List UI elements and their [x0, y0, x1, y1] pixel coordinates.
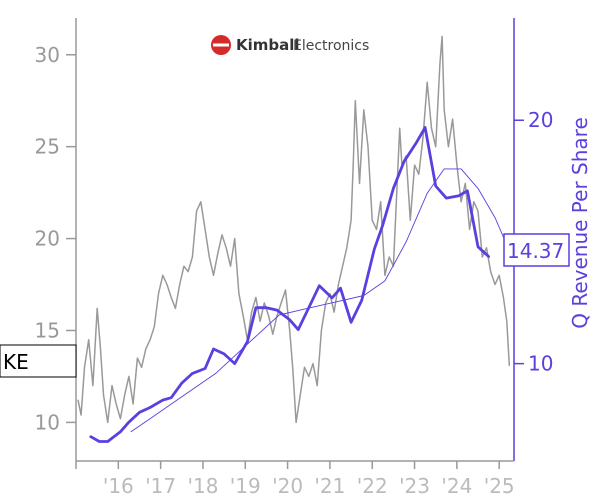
logo-name-bold: Kimball [236, 36, 300, 54]
last-value-label: 14.37 [507, 239, 564, 263]
last-value-badge: 14.37 [503, 233, 570, 267]
left-tick-label: 15 [35, 318, 60, 342]
x-tick-label: '24 [441, 474, 472, 498]
x-tick-label: '22 [357, 474, 388, 498]
revenue-per-share-line [89, 126, 490, 443]
x-tick-label: '19 [230, 474, 261, 498]
x-tick-label: '20 [272, 474, 303, 498]
x-tick-label: '23 [399, 474, 430, 498]
bottom-axis: '16 '17 '18 '19 '20 '21 '22 '23 '24 '25 [75, 460, 515, 498]
x-tick-label: '17 [145, 474, 176, 498]
left-tick-label: 10 [35, 410, 60, 434]
ticker-badge: KE [0, 344, 77, 378]
x-tick-label: '21 [314, 474, 345, 498]
last-value-box [503, 233, 570, 267]
x-tick-label: '25 [484, 474, 515, 498]
revenue-trend-line [130, 168, 506, 433]
price-line [77, 35, 511, 424]
x-tick-label: '18 [187, 474, 218, 498]
ticker-box [0, 344, 77, 378]
series-layer [77, 35, 511, 443]
x-tick-label: '16 [103, 474, 134, 498]
left-tick-label: 20 [35, 227, 60, 251]
left-tick-label: 25 [35, 135, 60, 159]
left-tick-label: 30 [35, 43, 60, 67]
logo-stripe-icon [213, 43, 229, 47]
left-axis: 10 15 20 25 30 [35, 18, 77, 461]
right-tick-label: 10 [528, 352, 553, 376]
logo-name-regular: Electronics [293, 38, 369, 54]
kimball-logo: Kimball Electronics [211, 35, 369, 55]
ticker-label: KE [3, 350, 29, 374]
right-axis-label: Q Revenue Per Share [568, 117, 592, 329]
right-tick-label: 20 [528, 108, 553, 132]
